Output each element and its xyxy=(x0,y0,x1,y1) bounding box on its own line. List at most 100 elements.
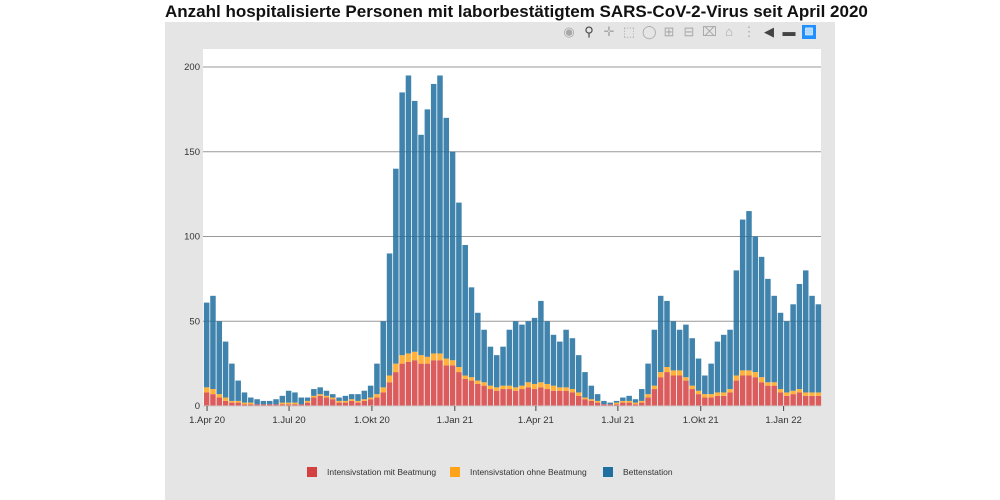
bar-ohne-beatmung[interactable] xyxy=(733,375,740,381)
bar-ohne-beatmung[interactable] xyxy=(216,394,223,398)
bar-ohne-beatmung[interactable] xyxy=(418,355,424,364)
bar-ohne-beatmung[interactable] xyxy=(487,385,494,390)
bar-beatmung[interactable] xyxy=(279,404,286,406)
bar-bettenstation[interactable] xyxy=(203,302,210,388)
bar-ohne-beatmung[interactable] xyxy=(380,387,386,393)
pan-icon[interactable]: ✛ xyxy=(603,24,615,39)
bar-beatmung[interactable] xyxy=(752,377,759,406)
bar-beatmung[interactable] xyxy=(519,389,525,406)
bar-ohne-beatmung[interactable] xyxy=(639,400,645,403)
bar-ohne-beatmung[interactable] xyxy=(790,390,796,395)
bar-beatmung[interactable] xyxy=(563,390,569,406)
bar-beatmung[interactable] xyxy=(405,361,412,406)
bar-beatmung[interactable] xyxy=(796,392,803,406)
bar-beatmung[interactable] xyxy=(266,404,273,406)
bar-bettenstation[interactable] xyxy=(279,395,286,403)
bar-beatmung[interactable] xyxy=(475,383,481,406)
bar-beatmung[interactable] xyxy=(758,382,765,406)
bar-ohne-beatmung[interactable] xyxy=(336,400,342,403)
bar-bettenstation[interactable] xyxy=(714,341,721,393)
bar-beatmung[interactable] xyxy=(739,375,746,406)
bar-beatmung[interactable] xyxy=(468,380,475,406)
zoom-in-icon[interactable]: ⊞ xyxy=(663,24,675,39)
bar-bettenstation[interactable] xyxy=(456,202,462,368)
bar-ohne-beatmung[interactable] xyxy=(374,394,380,398)
bar-ohne-beatmung[interactable] xyxy=(531,383,538,390)
bar-ohne-beatmung[interactable] xyxy=(538,382,544,388)
bar-ohne-beatmung[interactable] xyxy=(651,385,658,390)
bar-ohne-beatmung[interactable] xyxy=(399,355,405,364)
bar-beatmung[interactable] xyxy=(254,404,260,406)
bar-bettenstation[interactable] xyxy=(683,324,689,378)
bar-beatmung[interactable] xyxy=(348,400,355,406)
bar-bettenstation[interactable] xyxy=(752,236,759,373)
bar-ohne-beatmung[interactable] xyxy=(626,400,632,403)
bar-bettenstation[interactable] xyxy=(777,312,784,390)
bar-beatmung[interactable] xyxy=(317,395,323,406)
bar-beatmung[interactable] xyxy=(702,397,708,406)
bar-ohne-beatmung[interactable] xyxy=(393,363,399,373)
box-select-icon[interactable]: ⬚ xyxy=(622,24,636,39)
bar-ohne-beatmung[interactable] xyxy=(285,402,292,405)
bar-beatmung[interactable] xyxy=(424,363,431,406)
bar-beatmung[interactable] xyxy=(815,395,822,406)
bar-bettenstation[interactable] xyxy=(626,395,632,401)
bar-bettenstation[interactable] xyxy=(689,338,695,386)
bar-ohne-beatmung[interactable] xyxy=(241,402,248,405)
bar-bettenstation[interactable] xyxy=(594,394,601,401)
bar-bettenstation[interactable] xyxy=(210,295,216,390)
bar-bettenstation[interactable] xyxy=(493,355,500,388)
bar-beatmung[interactable] xyxy=(412,360,418,406)
bar-ohne-beatmung[interactable] xyxy=(456,367,462,373)
bar-bettenstation[interactable] xyxy=(519,324,525,386)
bar-bettenstation[interactable] xyxy=(765,278,771,383)
bar-bettenstation[interactable] xyxy=(613,400,620,403)
bar-ohne-beatmung[interactable] xyxy=(311,395,317,398)
bar-beatmung[interactable] xyxy=(771,385,777,406)
bar-bettenstation[interactable] xyxy=(796,283,803,390)
bar-bettenstation[interactable] xyxy=(802,270,809,393)
bar-beatmung[interactable] xyxy=(683,380,689,406)
bar-bettenstation[interactable] xyxy=(721,334,727,393)
legend-item[interactable]: Bettenstation xyxy=(603,467,673,477)
bar-ohne-beatmung[interactable] xyxy=(664,367,670,373)
camera-icon[interactable]: ◉ xyxy=(563,24,575,39)
bar-bettenstation[interactable] xyxy=(399,92,405,356)
bar-beatmung[interactable] xyxy=(538,387,544,406)
bar-bettenstation[interactable] xyxy=(620,397,626,401)
bar-ohne-beatmung[interactable] xyxy=(222,397,229,401)
bar-beatmung[interactable] xyxy=(689,389,695,406)
bar-bettenstation[interactable] xyxy=(462,244,468,376)
bar-beatmung[interactable] xyxy=(285,404,292,406)
bar-ohne-beatmung[interactable] xyxy=(739,370,746,376)
bar-beatmung[interactable] xyxy=(367,399,374,406)
bar-ohne-beatmung[interactable] xyxy=(594,400,601,403)
bar-bettenstation[interactable] xyxy=(670,321,677,371)
bar-ohne-beatmung[interactable] xyxy=(443,358,450,366)
bar-bettenstation[interactable] xyxy=(336,397,342,401)
bar-beatmung[interactable] xyxy=(575,395,582,406)
bar-bettenstation[interactable] xyxy=(746,211,752,371)
bar-bettenstation[interactable] xyxy=(317,387,323,395)
bar-bettenstation[interactable] xyxy=(437,75,443,354)
bar-bettenstation[interactable] xyxy=(393,168,399,364)
bar-beatmung[interactable] xyxy=(708,397,714,406)
bar-beatmung[interactable] xyxy=(393,372,399,406)
bar-ohne-beatmung[interactable] xyxy=(746,370,752,376)
bar-bettenstation[interactable] xyxy=(266,400,273,405)
bar-beatmung[interactable] xyxy=(374,397,380,406)
bar-beatmung[interactable] xyxy=(695,394,702,406)
bar-bettenstation[interactable] xyxy=(645,363,651,395)
bar-ohne-beatmung[interactable] xyxy=(424,356,431,364)
bar-beatmung[interactable] xyxy=(462,378,468,406)
bar-bettenstation[interactable] xyxy=(475,312,481,381)
bar-beatmung[interactable] xyxy=(733,380,740,406)
bar-beatmung[interactable] xyxy=(241,404,248,406)
bar-beatmung[interactable] xyxy=(790,394,796,406)
bar-bettenstation[interactable] xyxy=(260,400,267,405)
bar-beatmung[interactable] xyxy=(386,382,393,406)
bar-bettenstation[interactable] xyxy=(449,151,456,361)
bar-ohne-beatmung[interactable] xyxy=(292,402,298,405)
bar-ohne-beatmung[interactable] xyxy=(575,392,582,396)
legend-item[interactable]: Intensivstation ohne Beatmung xyxy=(450,467,587,477)
